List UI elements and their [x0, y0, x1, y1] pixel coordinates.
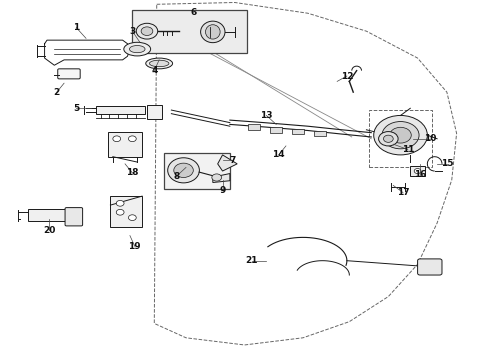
Circle shape [113, 136, 121, 141]
Circle shape [373, 116, 427, 155]
Ellipse shape [167, 158, 199, 183]
Text: 4: 4 [151, 66, 157, 75]
Text: 12: 12 [340, 72, 352, 81]
Text: 16: 16 [413, 170, 426, 179]
FancyBboxPatch shape [108, 132, 142, 157]
Text: 10: 10 [423, 134, 435, 143]
FancyBboxPatch shape [110, 196, 142, 226]
Ellipse shape [149, 60, 168, 67]
Text: 17: 17 [396, 188, 408, 197]
Text: 9: 9 [219, 186, 225, 195]
FancyBboxPatch shape [27, 209, 66, 221]
Circle shape [136, 23, 158, 39]
Text: 21: 21 [245, 256, 258, 265]
Circle shape [116, 201, 124, 206]
Text: 20: 20 [43, 226, 56, 235]
Circle shape [381, 122, 418, 149]
Ellipse shape [200, 21, 224, 42]
Circle shape [378, 132, 397, 146]
Bar [96, 106, 144, 114]
Text: 14: 14 [272, 150, 285, 159]
Ellipse shape [145, 58, 172, 69]
Text: 2: 2 [54, 87, 60, 96]
Bar [368, 110, 431, 167]
Bar [314, 131, 325, 136]
Text: 13: 13 [260, 111, 272, 120]
Text: 18: 18 [126, 168, 138, 177]
Text: 7: 7 [229, 156, 235, 165]
Circle shape [141, 27, 153, 36]
Circle shape [389, 127, 410, 143]
Bar [270, 127, 282, 133]
Text: 19: 19 [128, 242, 141, 251]
Text: 5: 5 [73, 104, 79, 113]
Bar [292, 129, 304, 134]
Circle shape [128, 136, 136, 141]
Polygon shape [217, 155, 237, 171]
Circle shape [128, 215, 136, 221]
Text: 8: 8 [173, 172, 179, 181]
Circle shape [413, 168, 420, 174]
Text: 1: 1 [73, 23, 79, 32]
Ellipse shape [123, 42, 150, 56]
Ellipse shape [173, 163, 193, 177]
Text: 6: 6 [190, 8, 196, 17]
Text: 15: 15 [440, 159, 452, 168]
Circle shape [383, 135, 392, 142]
FancyBboxPatch shape [65, 208, 82, 226]
Bar [163, 153, 229, 189]
Polygon shape [212, 174, 229, 183]
Text: 11: 11 [401, 145, 413, 154]
Circle shape [116, 210, 124, 215]
Ellipse shape [129, 45, 145, 53]
Bar [132, 10, 246, 53]
Bar [248, 124, 260, 130]
FancyBboxPatch shape [417, 259, 441, 275]
Bar [409, 166, 424, 176]
Bar [147, 105, 161, 119]
Ellipse shape [205, 25, 220, 39]
Circle shape [211, 174, 221, 181]
FancyBboxPatch shape [58, 69, 80, 79]
Text: 3: 3 [129, 27, 135, 36]
